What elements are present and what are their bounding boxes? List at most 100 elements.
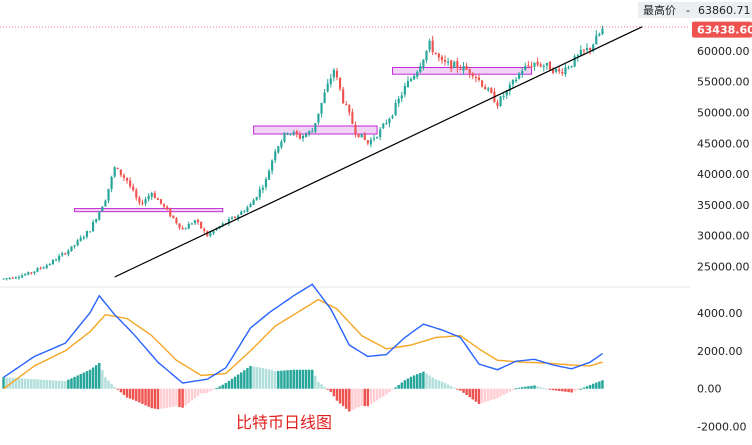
candle-body [267,170,271,180]
histogram-bar [431,377,434,389]
histogram-bar [496,388,499,399]
candle [305,132,308,138]
histogram-bar [190,388,194,401]
candle [545,62,548,70]
candle-body [196,219,200,223]
candle [283,132,286,144]
candle [564,63,567,77]
price-tick-label: 45000.00 [697,137,750,150]
candle [113,166,116,178]
candle-body [2,278,5,280]
candle [413,74,416,81]
candle [329,73,332,88]
candle [227,216,230,227]
histogram-bar [165,388,169,408]
candle-body [234,216,237,218]
candle [141,199,144,206]
high-price-dash: - [686,4,690,17]
histogram-bar [372,388,376,403]
candle [579,45,582,56]
histogram-bar [314,375,317,389]
candle [548,61,552,71]
candle-body [30,272,33,274]
candle [527,60,530,69]
high-price-value: 63860.71 [698,4,751,17]
candle-body [289,133,292,135]
candle-body [36,268,39,272]
candle [508,81,511,96]
histogram-bar [98,362,101,389]
candle [200,221,203,229]
candle [484,84,487,90]
histogram-bar [369,388,373,405]
histogram-bar [218,386,221,389]
candle [181,225,184,230]
histogram-bar [252,366,255,389]
candle-body [147,195,150,200]
histogram-bar [273,371,277,389]
candle [30,271,33,275]
candle [39,266,42,270]
candle-body [122,175,126,178]
candle [443,55,447,66]
candle [385,119,388,125]
candle [95,218,98,224]
histogram-bar [181,388,184,408]
candle [555,68,558,74]
histogram-bar [101,370,104,389]
candle-body [471,73,474,77]
histogram-bar [184,388,187,406]
histogram-bar [264,368,268,389]
histogram-bar [505,388,508,394]
candle [274,148,277,163]
candle [338,77,342,92]
histogram-bar [230,378,234,389]
histogram-bar [554,388,558,391]
candle [585,43,589,52]
candle [598,32,601,37]
histogram-bar [520,387,524,389]
candle-body [264,178,268,188]
candle-body [317,113,320,123]
candle-body [107,188,110,201]
candle [558,66,561,74]
histogram-bar [76,375,79,389]
histogram-bar [419,372,422,389]
candle [101,206,104,212]
histogram-bar [147,388,150,407]
candle-body [221,223,224,226]
histogram-bar [514,388,518,390]
candle-body [403,86,406,95]
candle-body [159,199,163,204]
histogram-bar [307,369,311,389]
histogram-bar [329,388,333,392]
histogram-bar [141,388,144,404]
histogram-bar [82,372,86,389]
candle [280,139,283,150]
histogram-bar [193,388,197,399]
histogram-bar [227,380,231,389]
histogram-bar [277,370,280,389]
candle [332,68,335,82]
candle [187,221,190,229]
candle-body [301,135,305,139]
candle [67,248,70,257]
candle [166,205,169,211]
candle [573,54,576,68]
histogram-bar [104,377,107,389]
candle-body [255,196,258,200]
candle-body [190,223,193,225]
candle-body [295,131,298,135]
candle-body [595,35,598,45]
histogram-bar [490,388,493,401]
candle-body [116,167,119,169]
candle-body [258,189,261,198]
histogram-bar [595,382,598,389]
histogram-bar [30,379,33,389]
candle [471,72,474,80]
candle-body [533,62,536,67]
price-axis-panel [690,0,752,445]
histogram-bar [564,388,567,392]
histogram-bar [159,388,163,409]
candle [243,209,246,213]
